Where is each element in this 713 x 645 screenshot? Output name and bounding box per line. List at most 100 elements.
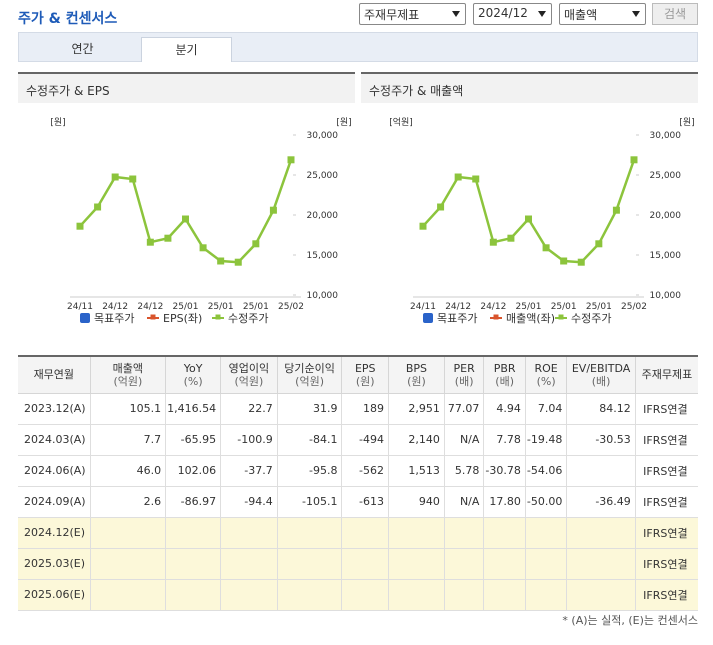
cell-text: ROE: [534, 361, 558, 375]
chart: [억원] [원] 10,000 15,000 20,000 25,000 30,000 24/…: [389, 116, 694, 325]
value-cell: [341, 516, 389, 549]
y2-tick-label: 25,000: [307, 171, 339, 181]
point: [630, 156, 638, 164]
cell-text: -562: [359, 464, 384, 477]
cell-text: (억원): [295, 374, 324, 388]
standard-cell: IFRS연결: [634, 392, 698, 425]
point: [269, 206, 277, 214]
x-tick-label: 24/11: [410, 302, 436, 312]
value-cell: 105.1: [89, 392, 167, 425]
value-cell: [443, 547, 485, 580]
y2-tick-label: 20,000: [307, 211, 339, 221]
point: [287, 156, 295, 164]
cell-text: IFRS연결: [643, 526, 688, 540]
y2-tick-label: 30,000: [650, 131, 682, 141]
value-cell: [483, 516, 526, 549]
legend-swatch: [558, 314, 564, 320]
cell-text: IFRS연결: [643, 464, 688, 478]
value-cell: [220, 516, 278, 549]
x-tick-label: 25/01: [551, 302, 577, 312]
point: [489, 238, 497, 246]
cell-text: PBR: [493, 361, 516, 375]
cell-text: 7.04: [537, 402, 563, 415]
point: [525, 215, 532, 223]
value-cell: -94.4: [220, 485, 278, 518]
cell-text: (원): [407, 374, 426, 388]
y2-tick-label: 10,000: [650, 291, 682, 301]
value-cell: 189: [341, 392, 389, 425]
value-cell: 2,951: [388, 392, 445, 425]
legend-label: 수정주가: [571, 312, 611, 325]
cell-text: -105.1: [302, 495, 338, 508]
cell-text: (%): [183, 374, 203, 388]
cell-text: -37.7: [244, 464, 273, 477]
value-cell: 84.12: [566, 392, 636, 425]
x-tick-label: 25/02: [278, 302, 304, 312]
value-cell: 77.07: [443, 392, 485, 425]
value-cell: [276, 516, 343, 549]
tab[interactable]: 연간: [71, 42, 94, 56]
cell-text: IFRS연결: [643, 557, 688, 571]
cell-text: (배): [454, 374, 474, 388]
legend-label: 목표주가: [94, 312, 134, 325]
value-cell: [89, 547, 167, 580]
point: [507, 234, 515, 242]
column-header: ROE (%): [524, 355, 568, 394]
value-cell: [443, 578, 485, 611]
table-row: 2025.03(E) IFRS연결: [18, 547, 698, 580]
cell-text: -613: [359, 495, 384, 508]
y2-tick-label: 30,000: [307, 131, 339, 141]
value-cell: 1,513: [388, 454, 445, 487]
cell-text: (억원): [113, 374, 143, 388]
standard-cell: IFRS연결: [634, 423, 698, 456]
table-row: 2024.12(E) IFRS연결: [18, 516, 698, 549]
select[interactable]: 매출액: [559, 3, 646, 25]
value-cell: 940: [388, 485, 445, 518]
cell-text: 영업이익: [228, 361, 270, 375]
value-cell: [566, 547, 636, 580]
cell-text: 2024.06(A): [24, 464, 86, 477]
period-cell: 2024.06(A): [18, 454, 91, 487]
cell-text: (억원): [234, 374, 264, 388]
column-header: BPS (원): [388, 355, 445, 394]
value-cell: -50.00: [524, 485, 568, 518]
select[interactable]: 2024/12: [473, 3, 552, 25]
cell-text: 매출액: [112, 361, 144, 375]
chart-panel: 수정주가 & EPS [원] [원] 10,000 15,000 20,000 25,000…: [18, 72, 355, 332]
period-cell: 2023.12(A): [18, 392, 91, 425]
point: [437, 203, 445, 211]
chart-title: 수정주가 & 매출액: [361, 72, 698, 103]
table-row: 2024.03(A) 7.7 -65.95 -100.9 -84.1 -494 2,140 N…: [18, 423, 698, 456]
chart-panel: 수정주가 & 매출액 [억원] [원] 10,000 15,000 20,000 25,00…: [361, 72, 698, 332]
y-axis-label: [억원]: [389, 116, 413, 128]
x-tick-label: 24/12: [445, 302, 471, 312]
legend-swatch: [423, 313, 433, 323]
value-cell: [524, 578, 568, 611]
value-cell: -65.95: [165, 423, 222, 456]
point: [234, 258, 242, 266]
value-cell: -100.9: [220, 423, 278, 456]
cell-text: (배): [591, 374, 611, 388]
cell-text: EPS: [354, 361, 376, 375]
cell-text: 84.12: [599, 402, 631, 415]
unit: (억원): [234, 375, 263, 388]
cell-text: -30.53: [595, 433, 631, 446]
y2-tick-label: 25,000: [650, 171, 682, 181]
period-cell: 2024.03(A): [18, 423, 91, 456]
search-button[interactable]: 검색: [652, 3, 698, 25]
legend-swatch: [80, 313, 90, 323]
select[interactable]: 주재무제표: [359, 3, 466, 25]
cell-text: -54.06: [526, 464, 563, 477]
cell-text: -19.48: [526, 433, 563, 446]
point: [199, 244, 207, 252]
table-row: 2024.09(A) 2.6 -86.97 -94.4 -105.1 -613 940 N/A…: [18, 485, 698, 518]
x-tick-label: 24/12: [102, 302, 128, 312]
cell-text: IFRS연결: [643, 495, 688, 509]
cell-text: (배): [495, 374, 514, 388]
tab[interactable]: 분기: [141, 37, 232, 62]
cell-text: (원): [355, 374, 375, 388]
value-cell: [524, 547, 568, 580]
x-tick-label: 25/01: [173, 302, 199, 312]
cell-text: -95.8: [309, 464, 338, 477]
point: [612, 206, 620, 214]
